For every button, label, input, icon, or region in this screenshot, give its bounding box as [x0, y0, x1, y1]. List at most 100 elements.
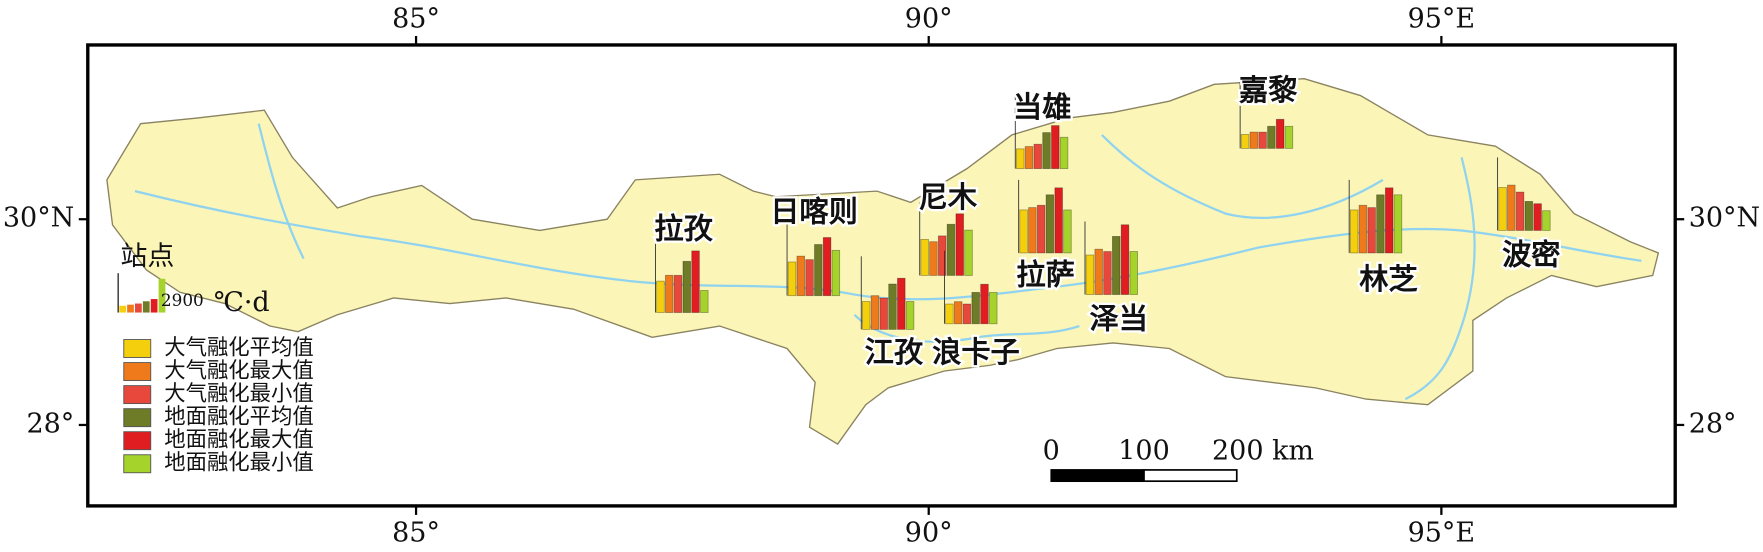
station-chart — [860, 256, 915, 330]
bar — [1063, 209, 1072, 254]
legend-label: 地面融化平均值 — [164, 405, 314, 430]
bar — [962, 303, 972, 325]
bar — [897, 277, 906, 330]
bar — [691, 250, 700, 313]
bar — [1028, 207, 1037, 254]
station-chart — [944, 250, 998, 325]
scalebar-label: 0 — [1043, 435, 1060, 466]
station-chart — [1497, 157, 1551, 231]
bar — [1024, 146, 1034, 170]
bar — [929, 241, 938, 276]
bar — [1542, 210, 1551, 231]
lon-label: 95°E — [1408, 4, 1476, 35]
station-name: 嘉黎 — [1239, 73, 1298, 107]
bar — [1036, 204, 1046, 254]
bar — [1016, 148, 1025, 170]
lon-label: 90° — [905, 518, 953, 549]
bar — [989, 291, 998, 325]
legend-swatch — [123, 454, 152, 474]
lon-label: 95°E — [1408, 518, 1476, 549]
basin-region — [106, 78, 1660, 445]
station-chart — [1348, 179, 1403, 254]
station-name: 拉孜 — [654, 211, 713, 245]
bar — [814, 244, 823, 297]
station-name: 浪卡子 — [932, 335, 1020, 369]
bar — [1059, 136, 1069, 170]
bar — [1129, 251, 1138, 295]
bar — [1376, 194, 1385, 254]
station-name: 泽当 — [1089, 301, 1147, 335]
legend-label: 大气融化最小值 — [164, 382, 314, 407]
unit: ℃·d — [214, 287, 270, 318]
legend-swatch — [123, 408, 152, 428]
legend-swatch — [123, 431, 152, 451]
sample-bar — [142, 301, 150, 313]
rivers — [134, 123, 1642, 401]
bar — [822, 237, 832, 297]
legend-title: 站点 — [120, 241, 174, 272]
bar — [796, 255, 805, 297]
river — [257, 123, 305, 260]
bar — [831, 249, 841, 297]
station-name: 波密 — [1502, 237, 1560, 271]
river — [1101, 134, 1384, 219]
bar — [1094, 248, 1103, 295]
sample-bar — [158, 278, 166, 313]
bar — [1284, 125, 1294, 149]
bar — [665, 274, 674, 313]
bar — [888, 283, 897, 330]
bar — [946, 223, 956, 276]
legend-swatch — [123, 385, 152, 405]
bar — [1240, 134, 1250, 149]
bar — [964, 229, 973, 276]
bar — [1267, 125, 1276, 149]
scalebar-label: 100 — [1118, 435, 1169, 466]
scale-reference: 2900 — [161, 290, 204, 310]
bar — [682, 260, 691, 313]
station-name: 拉萨 — [1016, 258, 1074, 292]
legend-sample — [117, 273, 166, 313]
bar — [920, 238, 929, 276]
bar — [1033, 143, 1042, 170]
bar — [1042, 132, 1051, 170]
lat-label: 28° — [26, 408, 74, 439]
legend-swatch — [123, 362, 152, 382]
bar — [1384, 187, 1394, 254]
bar — [1367, 207, 1376, 254]
sample-bar — [150, 299, 158, 313]
lon-label: 90° — [905, 4, 953, 35]
lon-label: 85° — [392, 4, 440, 35]
bar — [673, 274, 683, 313]
scalebar-segment — [1050, 469, 1145, 483]
bar — [1258, 131, 1267, 149]
bar — [1103, 251, 1112, 295]
station-name: 日喀则 — [770, 195, 858, 229]
legend-label: 大气融化平均值 — [164, 336, 314, 361]
station-chart — [1014, 95, 1069, 170]
bar — [861, 301, 871, 330]
lat-label: 28° — [1689, 408, 1737, 439]
bar — [1498, 187, 1507, 231]
legend-swatch — [123, 339, 152, 358]
station-chart — [1239, 75, 1294, 149]
station-name: 江孜 — [865, 335, 924, 369]
bar — [700, 290, 709, 313]
bar — [971, 291, 980, 325]
lat-label: 30°N — [1689, 203, 1760, 234]
bar — [1524, 200, 1534, 231]
station-name: 尼木 — [919, 180, 978, 214]
scalebar-label: 200 km — [1212, 435, 1314, 466]
bar — [1349, 209, 1359, 254]
bar — [1249, 131, 1259, 149]
station-chart — [786, 222, 841, 297]
bar — [656, 280, 665, 313]
bar — [953, 301, 963, 325]
bar — [1112, 236, 1121, 295]
bar — [1393, 194, 1403, 254]
bar — [787, 261, 797, 297]
river — [1404, 157, 1476, 401]
station-chart — [655, 239, 709, 313]
station-name: 林芝 — [1359, 262, 1417, 296]
